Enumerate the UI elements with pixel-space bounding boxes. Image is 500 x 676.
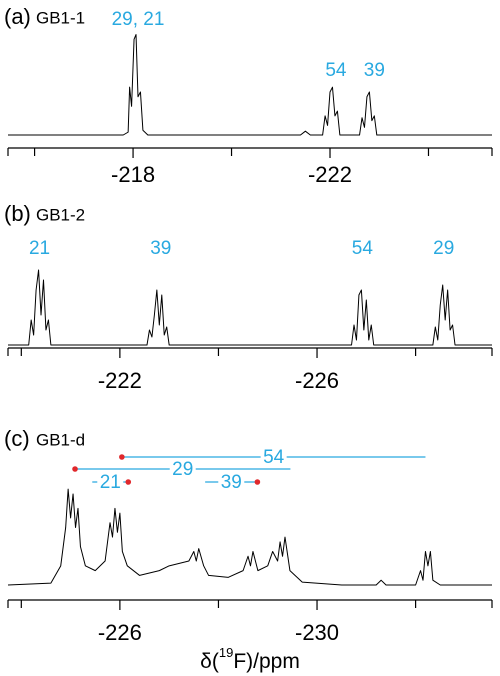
- peak-label: 54: [325, 60, 347, 81]
- peak-label: 39: [364, 60, 385, 81]
- panel-title: GB1-1: [36, 8, 85, 27]
- x-tick-label: -222: [98, 368, 142, 393]
- x-axis-label-part: 19: [219, 645, 233, 660]
- peak-label: 29, 21: [112, 9, 165, 30]
- peak-label: 54: [352, 238, 374, 259]
- panel-label: (b): [4, 201, 31, 226]
- panel-label: (c): [4, 426, 30, 451]
- correlation-dot: [125, 479, 132, 485]
- x-tick-label: -218: [111, 162, 155, 187]
- x-axis-label: δ(19F)/ppm: [200, 645, 300, 672]
- panel-label: (a): [4, 4, 31, 29]
- x-tick-label: -226: [98, 620, 142, 645]
- correlation-label: 39: [221, 472, 242, 493]
- label-gap: [260, 447, 287, 467]
- label-gap: [218, 472, 245, 492]
- correlation-dot: [254, 479, 261, 485]
- correlation-dot: [72, 466, 78, 472]
- x-tick-label: -226: [295, 368, 339, 393]
- spectrum: [8, 34, 492, 136]
- peak-label: 21: [29, 238, 50, 259]
- label-gap: [169, 459, 196, 479]
- correlation-label: 54: [263, 447, 285, 468]
- x-tick-label: -222: [308, 162, 352, 187]
- peak-label: 29: [433, 238, 454, 259]
- spectrum: [7, 488, 492, 586]
- panel-title: GB1-2: [36, 205, 85, 224]
- correlation-label: 21: [100, 472, 121, 493]
- x-axis-label-part: F)/ppm: [233, 650, 300, 673]
- spectrum: [8, 269, 492, 346]
- x-tick-label: -230: [295, 620, 339, 645]
- panel-title: GB1-d: [36, 430, 85, 449]
- peak-label: 39: [150, 238, 171, 259]
- x-axis-label-part: δ(: [200, 650, 219, 673]
- correlation-dot: [119, 454, 125, 460]
- correlation-label: 29: [172, 459, 193, 480]
- label-gap: [97, 472, 124, 492]
